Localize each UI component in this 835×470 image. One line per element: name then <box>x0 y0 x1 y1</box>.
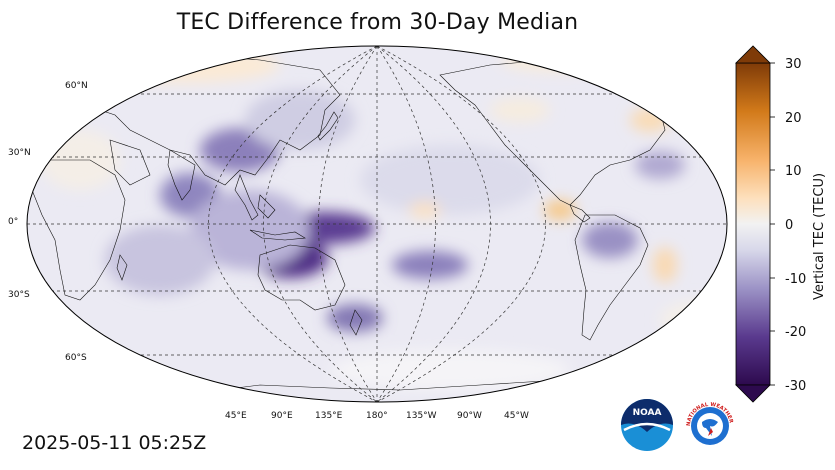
lat-label-30s: 30°S <box>8 290 30 300</box>
lon-label-135e: 135°E <box>315 411 343 421</box>
noaa-logo-icon: NOAA <box>621 399 673 451</box>
lon-label-90e: 90°E <box>271 411 293 421</box>
colorbar-tick-neg10: -10 <box>785 272 806 287</box>
map-title: TEC Difference from 30-Day Median <box>176 10 579 35</box>
lat-label-60n: 60°N <box>65 81 88 91</box>
colorbar-tick-0: 0 <box>785 218 793 233</box>
globe-outline <box>26 45 728 403</box>
lon-label-90w: 90°W <box>457 411 482 421</box>
map-globe <box>27 46 727 402</box>
colorbar-tick-30: 30 <box>785 57 802 72</box>
colorbar-tick-neg20: -20 <box>785 325 806 340</box>
colorbar: 30 20 10 0 -10 -20 -30 Vertical TEC (TEC… <box>735 45 827 403</box>
lon-label-135w: 135°W <box>406 411 437 421</box>
lon-label-45w: 45°W <box>504 411 529 421</box>
lat-label-0: 0° <box>8 217 18 227</box>
noaa-logo-text: NOAA <box>633 408 662 418</box>
lon-label-45e: 45°E <box>225 411 247 421</box>
colorbar-tick-20: 20 <box>785 111 802 126</box>
nws-logo-icon: NATIONAL WEATHER SERVICE <box>682 398 737 453</box>
colorbar-tick-neg30: -30 <box>785 379 806 394</box>
colorbar-label: Vertical TEC (TECU) <box>812 173 827 300</box>
graticule <box>27 46 727 402</box>
timestamp: 2025-05-11 05:25Z <box>22 432 207 454</box>
lat-label-30n: 30°N <box>8 148 31 158</box>
colorbar-max-arrow <box>735 45 771 64</box>
lat-label-60s: 60°S <box>65 353 87 363</box>
colorbar-min-arrow <box>735 384 771 403</box>
colorbar-tick-10: 10 <box>785 164 802 179</box>
lon-label-180: 180° <box>366 411 388 421</box>
